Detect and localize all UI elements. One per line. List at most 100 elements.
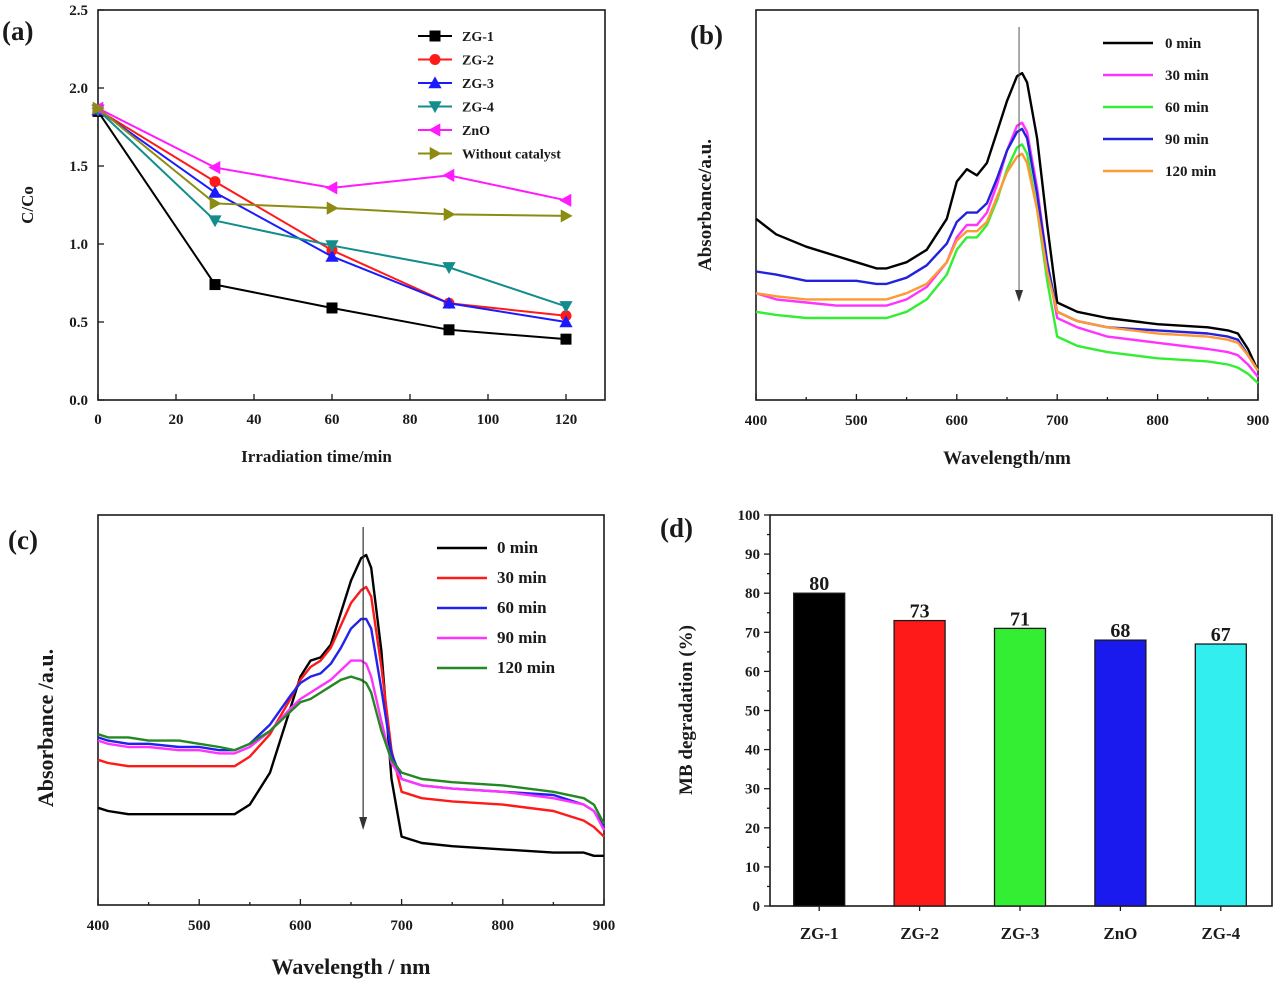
bar-value-label: 73 [910, 601, 930, 623]
data-point [443, 324, 455, 336]
legend-label: 0 min [497, 538, 539, 557]
data-point [325, 249, 339, 262]
data-point [208, 215, 222, 228]
x-tick-label: 700 [1046, 413, 1069, 429]
y-tick-label: 70 [745, 625, 760, 641]
data-point [559, 301, 573, 313]
x-tick-label: 400 [745, 413, 768, 429]
spectrum-120-min [755, 152, 1260, 372]
plot-frame [97, 9, 606, 401]
legend-label: 90 min [497, 628, 547, 647]
x-axis-title: Wavelength/nm [943, 448, 1071, 469]
y-tick-label: 1.0 [69, 237, 88, 253]
data-point [442, 168, 455, 182]
bar-value-label: 68 [1110, 620, 1130, 642]
legend-label: ZG-3 [462, 77, 494, 92]
data-point [325, 181, 338, 195]
bar-zg-2 [893, 619, 946, 907]
legend-marker [429, 54, 441, 65]
y-tick-label: 80 [745, 586, 760, 602]
panel-c-absorbance-spectra: 400 500 600 700 800 900 Wavelength / nm Absorba… [8, 514, 616, 979]
y-tick-label: 2.0 [69, 81, 88, 97]
spectrum-90-min [755, 127, 1260, 372]
legend-label: 30 min [497, 568, 547, 587]
y-tick-label: 10 [745, 860, 760, 876]
y-tick-label: 0.5 [69, 315, 88, 331]
panel-d-bar-chart: 0 10 20 30 40 50 60 70 80 90 100 MB degradation (%)… [660, 508, 1273, 943]
legend-label: 90 min [1165, 132, 1209, 148]
panel-label: (a) [2, 16, 33, 46]
y-axis-title: Absorbance /a.u. [33, 649, 58, 807]
series-line-zg-2 [97, 108, 567, 317]
legend-label: ZnO [462, 124, 490, 139]
legend-label: 60 min [1165, 100, 1209, 116]
spectrum-90-min [97, 659, 606, 831]
x-tick-label: 800 [1146, 413, 1169, 429]
x-tick-label: ZG-2 [900, 924, 939, 943]
y-axis-title: C/Co [18, 186, 37, 224]
legend-marker [428, 123, 441, 137]
panel-label: (d) [660, 513, 693, 543]
spectrum-30-min [97, 585, 605, 838]
bar-zg-4 [1194, 643, 1247, 907]
bar-value-label: 67 [1211, 624, 1231, 646]
y-tick-label: 2.5 [69, 3, 88, 19]
legend-marker [428, 101, 442, 114]
trend-arrow-head [1015, 290, 1024, 302]
y-tick-label: 30 [745, 782, 760, 798]
data-point [442, 296, 456, 309]
panel-label: (b) [690, 20, 723, 50]
x-tick-label: 0 [94, 412, 102, 428]
data-point [559, 193, 572, 207]
data-point [560, 333, 572, 345]
x-tick-label: 20 [169, 412, 184, 428]
x-tick-label: 800 [492, 918, 515, 934]
legend-label: 30 min [1165, 68, 1209, 84]
spectrum-120-min [97, 675, 606, 825]
x-tick-label: 40 [247, 412, 262, 428]
y-tick-label: 1.5 [69, 159, 88, 175]
x-tick-label: 600 [946, 413, 969, 429]
data-point [560, 209, 573, 223]
x-tick-label: 900 [1247, 413, 1270, 429]
y-axis-title: MB degradation (%) [676, 625, 697, 795]
data-point [326, 302, 338, 314]
x-tick-label: 120 [555, 412, 578, 428]
bar-zg-3 [993, 627, 1047, 907]
x-tick-label: ZG-1 [800, 924, 839, 943]
x-tick-label: ZnO [1103, 924, 1137, 943]
data-point [209, 176, 221, 188]
legend-label: 120 min [1165, 164, 1217, 180]
legend-label: Without catalyst [462, 148, 561, 163]
x-tick-label: 900 [593, 918, 616, 934]
legend-marker [429, 30, 441, 42]
data-point [442, 262, 456, 274]
x-axis-title: Wavelength / nm [272, 954, 431, 979]
bar-value-label: 80 [809, 573, 829, 595]
panel-a-line-chart: 0 20 40 60 80 100 120 0.0 0.5 1.0 1.5 2.0 2.5 Irradia… [2, 3, 606, 466]
x-tick-label: 700 [390, 918, 413, 934]
y-tick-label: 40 [745, 743, 760, 759]
spectrum-30-min [755, 121, 1259, 378]
data-point [209, 196, 222, 211]
x-tick-label: 600 [289, 918, 312, 934]
x-tick-label: 80 [403, 412, 418, 428]
bar-zno [1094, 639, 1147, 907]
legend-label: 60 min [497, 598, 547, 617]
data-point [325, 240, 339, 253]
panel-b-absorbance-spectra: 400 500 600 700 800 900 Wavelength/nm Absorbanc… [690, 9, 1270, 469]
legend-marker [428, 76, 442, 89]
y-axis-title: Absorbance/a.u. [695, 139, 716, 271]
data-point [208, 185, 222, 198]
spectrum-0-min [97, 553, 604, 857]
y-tick-label: 100 [738, 508, 761, 524]
data-point [208, 160, 221, 175]
legend-label: 120 min [497, 658, 556, 677]
trend-arrow-head [359, 817, 368, 830]
x-tick-label: 60 [325, 412, 340, 428]
y-tick-label: 0 [753, 899, 761, 915]
legend-label: ZG-2 [462, 54, 494, 69]
panel-label: (c) [8, 525, 38, 555]
y-tick-label: 20 [745, 821, 760, 837]
